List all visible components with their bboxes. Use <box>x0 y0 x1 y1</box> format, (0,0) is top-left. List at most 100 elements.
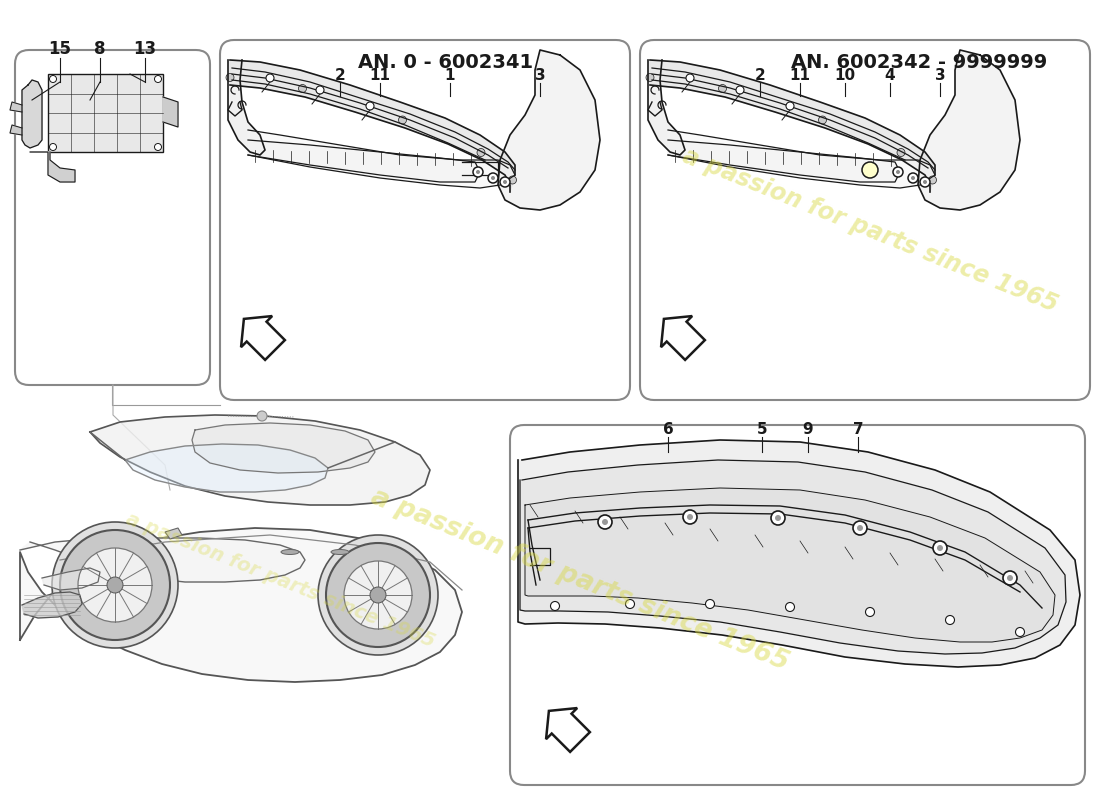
Polygon shape <box>668 140 900 182</box>
Circle shape <box>602 519 608 525</box>
Text: 8: 8 <box>95 40 106 58</box>
Circle shape <box>598 515 612 529</box>
Circle shape <box>491 176 495 180</box>
Polygon shape <box>248 140 480 182</box>
Text: AN. 6002342 - 9999999: AN. 6002342 - 9999999 <box>791 53 1047 71</box>
Text: 2: 2 <box>755 68 766 83</box>
Text: 13: 13 <box>133 40 156 58</box>
Circle shape <box>686 74 694 82</box>
Circle shape <box>508 176 517 184</box>
Ellipse shape <box>280 550 299 554</box>
Circle shape <box>785 602 794 611</box>
Circle shape <box>866 607 874 617</box>
Circle shape <box>818 116 826 124</box>
Circle shape <box>226 74 234 82</box>
Circle shape <box>398 116 407 124</box>
Circle shape <box>60 530 170 640</box>
Circle shape <box>1003 571 1018 585</box>
Polygon shape <box>520 460 1066 654</box>
Circle shape <box>920 177 929 187</box>
Circle shape <box>326 543 430 647</box>
Circle shape <box>500 177 510 187</box>
Polygon shape <box>498 50 600 210</box>
Circle shape <box>893 167 903 177</box>
Polygon shape <box>192 423 375 473</box>
Text: a passion for parts since 1965: a passion for parts since 1965 <box>122 509 438 651</box>
Text: 7: 7 <box>852 422 864 437</box>
Polygon shape <box>546 708 590 752</box>
Text: 2: 2 <box>334 68 345 83</box>
Polygon shape <box>20 528 462 682</box>
Circle shape <box>154 143 162 150</box>
Circle shape <box>908 173 918 183</box>
Circle shape <box>786 102 794 110</box>
Text: 3: 3 <box>535 68 546 83</box>
Polygon shape <box>230 60 515 192</box>
Circle shape <box>154 75 162 82</box>
Polygon shape <box>42 568 100 590</box>
Polygon shape <box>518 440 1080 667</box>
Polygon shape <box>90 415 430 505</box>
Polygon shape <box>248 130 515 188</box>
Circle shape <box>928 176 936 184</box>
Polygon shape <box>241 316 285 360</box>
Polygon shape <box>22 80 42 148</box>
Circle shape <box>318 535 438 655</box>
Circle shape <box>344 561 412 629</box>
Polygon shape <box>668 130 935 188</box>
Circle shape <box>937 545 943 551</box>
Circle shape <box>852 521 867 535</box>
Circle shape <box>266 74 274 82</box>
Circle shape <box>473 167 483 177</box>
Circle shape <box>718 85 726 93</box>
Polygon shape <box>22 592 82 618</box>
Polygon shape <box>10 102 22 112</box>
Text: 1: 1 <box>444 68 455 83</box>
Text: 10: 10 <box>835 68 856 83</box>
Polygon shape <box>20 538 305 582</box>
Circle shape <box>50 75 56 82</box>
Text: 15: 15 <box>48 40 72 58</box>
Circle shape <box>477 149 485 157</box>
Circle shape <box>646 74 654 82</box>
Circle shape <box>366 102 374 110</box>
Circle shape <box>78 548 152 622</box>
FancyBboxPatch shape <box>15 50 210 385</box>
Text: 11: 11 <box>790 68 811 83</box>
Circle shape <box>736 86 744 94</box>
Polygon shape <box>10 125 22 135</box>
Polygon shape <box>125 444 328 492</box>
Text: 3: 3 <box>935 68 945 83</box>
Polygon shape <box>30 152 75 182</box>
Polygon shape <box>165 528 182 539</box>
Ellipse shape <box>331 550 349 554</box>
Circle shape <box>1015 627 1024 637</box>
Circle shape <box>257 411 267 421</box>
FancyBboxPatch shape <box>220 40 630 400</box>
Circle shape <box>52 522 178 648</box>
Circle shape <box>771 511 785 525</box>
Text: a passion for parts since 1965: a passion for parts since 1965 <box>367 484 793 676</box>
Circle shape <box>946 615 955 625</box>
Polygon shape <box>661 316 705 360</box>
Circle shape <box>370 587 386 603</box>
Circle shape <box>1006 575 1013 581</box>
Text: 9: 9 <box>803 422 813 437</box>
Text: 11: 11 <box>370 68 390 83</box>
Polygon shape <box>648 60 685 155</box>
Text: 4: 4 <box>884 68 895 83</box>
Circle shape <box>896 170 900 174</box>
Circle shape <box>503 180 507 184</box>
Text: 5: 5 <box>757 422 768 437</box>
Bar <box>48 74 163 152</box>
Circle shape <box>857 525 864 531</box>
Text: 6: 6 <box>662 422 673 437</box>
Circle shape <box>316 86 324 94</box>
Circle shape <box>298 85 307 93</box>
Circle shape <box>626 599 635 609</box>
Circle shape <box>911 176 915 180</box>
Polygon shape <box>163 97 178 127</box>
FancyBboxPatch shape <box>510 425 1085 785</box>
Circle shape <box>107 577 123 593</box>
Text: a passion for parts since 1965: a passion for parts since 1965 <box>679 143 1062 317</box>
